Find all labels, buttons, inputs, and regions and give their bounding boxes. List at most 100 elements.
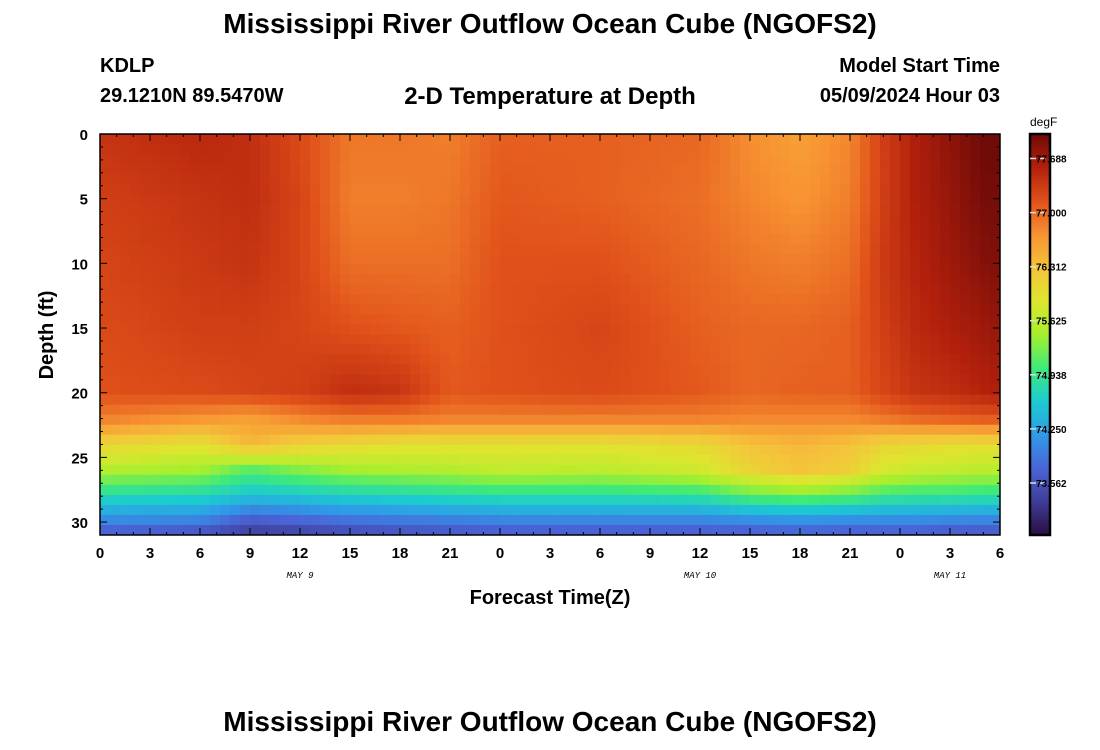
heatmap-cell xyxy=(630,214,641,225)
heatmap-cell xyxy=(230,384,241,396)
heatmap-cell xyxy=(500,524,511,535)
heatmap-cell xyxy=(400,424,411,436)
heatmap-cell xyxy=(340,224,351,235)
heatmap-cell xyxy=(350,304,361,316)
heatmap-cell xyxy=(100,284,111,295)
heatmap-cell xyxy=(190,464,201,476)
heatmap-cell xyxy=(460,234,471,245)
heatmap-cell xyxy=(730,514,741,526)
y-tick-label: 20 xyxy=(71,386,88,403)
heatmap-cell xyxy=(240,424,251,436)
heatmap-cell xyxy=(500,354,511,366)
heatmap-cell xyxy=(290,514,301,526)
heatmap-cell xyxy=(520,254,531,265)
heatmap-cell xyxy=(720,334,731,346)
heatmap-cell xyxy=(380,304,391,316)
heatmap-cell xyxy=(890,244,901,255)
heatmap-cell xyxy=(360,384,371,396)
heatmap-cell xyxy=(820,264,831,275)
heatmap-cell xyxy=(570,204,581,215)
heatmap-cell xyxy=(160,484,171,496)
heatmap-cell xyxy=(970,494,981,506)
heatmap-cell xyxy=(890,444,901,456)
heatmap-cell xyxy=(430,274,441,285)
heatmap-cell xyxy=(290,254,301,265)
heatmap-cell xyxy=(310,194,321,205)
heatmap-cell xyxy=(200,344,211,356)
heatmap-cell xyxy=(340,404,351,416)
heatmap-cell xyxy=(680,504,691,516)
heatmap-cell xyxy=(650,484,661,496)
heatmap-cell xyxy=(450,184,461,195)
heatmap-cell xyxy=(720,344,731,356)
heatmap-cell xyxy=(250,364,261,376)
heatmap-cell xyxy=(490,304,501,316)
heatmap-cell xyxy=(960,134,971,145)
heatmap-cell xyxy=(130,444,141,456)
heatmap-cell xyxy=(160,154,171,165)
heatmap-cell xyxy=(320,164,331,175)
heatmap-cell xyxy=(800,424,811,436)
heatmap-cell xyxy=(730,244,741,255)
heatmap-cell xyxy=(930,424,941,436)
heatmap-cell xyxy=(640,214,651,225)
heatmap-cell xyxy=(730,354,741,366)
heatmap-cell xyxy=(920,234,931,245)
heatmap-cell xyxy=(160,524,171,535)
heatmap-cell xyxy=(870,154,881,165)
heatmap-cell xyxy=(300,304,311,316)
heatmap-cell xyxy=(690,394,701,406)
heatmap-cell xyxy=(530,514,541,526)
heatmap-cell xyxy=(410,194,421,205)
heatmap-cell xyxy=(480,454,491,466)
heatmap-cell xyxy=(400,154,411,165)
heatmap-cell xyxy=(110,404,121,416)
heatmap-cell xyxy=(360,344,371,356)
heatmap-cell xyxy=(370,354,381,366)
heatmap-cell xyxy=(700,244,711,255)
heatmap-cell xyxy=(890,364,901,376)
heatmap-cell xyxy=(710,144,721,155)
heatmap-cell xyxy=(370,484,381,496)
heatmap-cell xyxy=(450,464,461,476)
heatmap-cell xyxy=(430,444,441,456)
heatmap-cell xyxy=(370,394,381,406)
heatmap-cell xyxy=(670,414,681,426)
heatmap-cell xyxy=(430,264,441,275)
heatmap-cell xyxy=(260,254,271,265)
heatmap-cell xyxy=(460,134,471,145)
heatmap-cell xyxy=(480,524,491,535)
heatmap-cell xyxy=(660,364,671,376)
heatmap-cell xyxy=(870,494,881,506)
footer-title: Mississippi River Outflow Ocean Cube (NG… xyxy=(223,706,877,737)
heatmap-cell xyxy=(820,524,831,535)
heatmap-cell xyxy=(730,334,741,346)
heatmap-cell xyxy=(650,374,661,386)
heatmap-cell xyxy=(670,374,681,386)
heatmap-cell xyxy=(150,154,161,165)
heatmap-cell xyxy=(590,314,601,326)
heatmap-cell xyxy=(550,394,561,406)
heatmap-cell xyxy=(220,504,231,516)
heatmap-cell xyxy=(370,244,381,255)
heatmap-cell xyxy=(490,354,501,366)
heatmap-cell xyxy=(500,134,511,145)
heatmap-cell xyxy=(780,284,791,295)
heatmap-cell xyxy=(700,234,711,245)
heatmap-cell xyxy=(920,214,931,225)
heatmap-cell xyxy=(780,264,791,275)
heatmap-cell xyxy=(640,174,651,185)
heatmap-cell xyxy=(720,374,731,386)
heatmap-cell xyxy=(650,464,661,476)
heatmap-cell xyxy=(880,274,891,285)
heatmap-cell xyxy=(830,524,841,535)
heatmap-cell xyxy=(610,374,621,386)
heatmap-cell xyxy=(130,214,141,225)
heatmap-cell xyxy=(520,424,531,436)
heatmap-cell xyxy=(210,414,221,426)
heatmap-cell xyxy=(510,344,521,356)
heatmap-cell xyxy=(130,464,141,476)
heatmap-cell xyxy=(440,314,451,326)
heatmap-cell xyxy=(710,274,721,285)
heatmap-cell xyxy=(430,344,441,356)
